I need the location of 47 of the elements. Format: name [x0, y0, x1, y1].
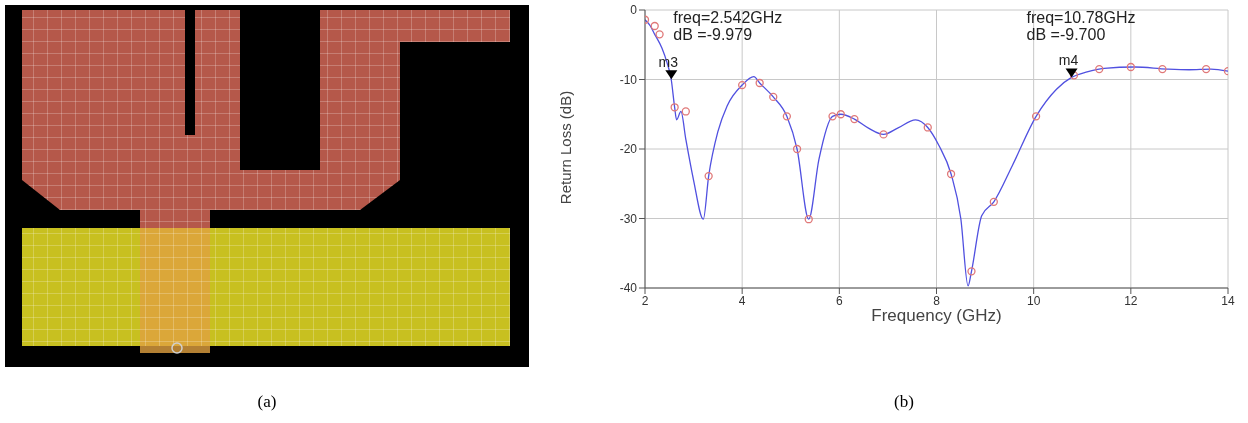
x-tick-label: 14 [1221, 293, 1235, 308]
annotation: m4 [1058, 52, 1079, 69]
point [655, 30, 664, 39]
point [1158, 64, 1167, 74]
y-tick-label: -20 [619, 142, 638, 157]
point [828, 112, 837, 121]
x-tick-label: 2 [641, 293, 649, 308]
point [967, 267, 976, 276]
annotation: m3 [658, 54, 679, 71]
point [792, 144, 802, 154]
point [850, 114, 859, 124]
x-tick-label: 8 [933, 293, 941, 308]
point [650, 21, 659, 31]
x-tick-label: 10 [1026, 293, 1041, 308]
point [879, 130, 888, 139]
point [836, 110, 845, 119]
text: (b) [893, 392, 915, 412]
y-axis-title: Return Loss (dB) [556, 89, 574, 207]
text: (a) [256, 392, 278, 412]
point [782, 112, 792, 121]
x-tick-label: 4 [738, 293, 746, 308]
annotation: freq=2.542GHz [673, 9, 783, 26]
x-tick-label: 12 [1124, 293, 1138, 308]
point [704, 171, 713, 181]
point [738, 80, 747, 90]
y-tick-label: -30 [619, 211, 638, 226]
point [681, 107, 690, 116]
point [755, 78, 764, 88]
point [923, 123, 932, 132]
point [1095, 64, 1104, 74]
point [769, 92, 778, 102]
point [804, 215, 813, 224]
point [1031, 112, 1041, 121]
annotation: dB =-9.700 [1026, 26, 1106, 43]
point [1201, 64, 1211, 74]
y-tick-label: -40 [619, 281, 638, 296]
point [989, 197, 998, 206]
x-axis-title: Frequency (GHz) [870, 306, 1003, 326]
point [946, 169, 956, 179]
annotation: freq=10.78GHz [1026, 9, 1136, 26]
y-tick-label: 0 [630, 3, 638, 18]
point [670, 103, 679, 112]
point [1069, 71, 1079, 80]
point [1126, 62, 1135, 72]
x-tick-label: 6 [835, 293, 843, 308]
annotation: dB =-9.979 [673, 26, 753, 43]
y-tick-label: -10 [619, 72, 638, 87]
